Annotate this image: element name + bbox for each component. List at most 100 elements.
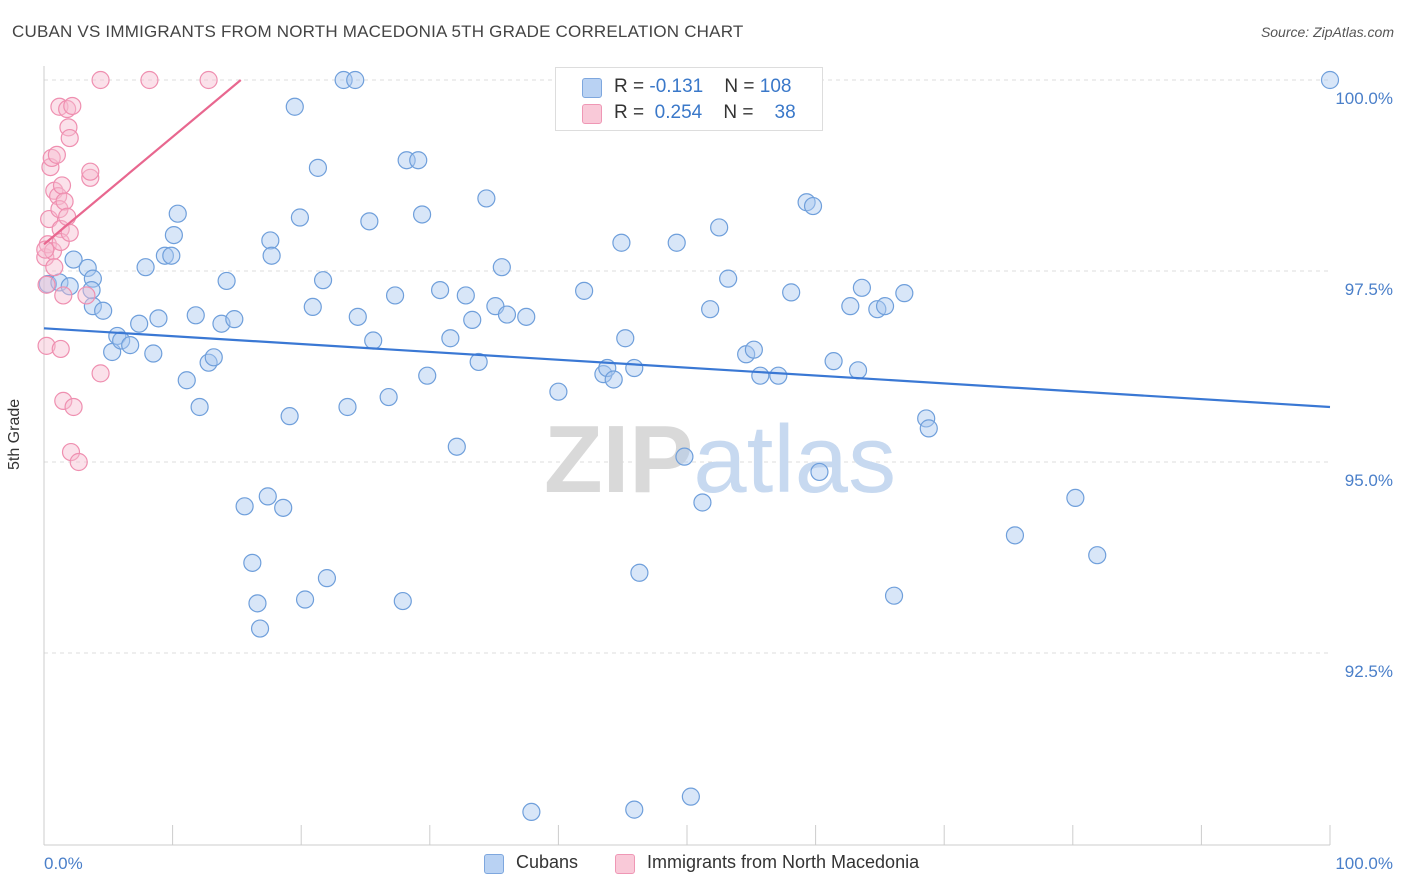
cubans-point xyxy=(630,563,649,582)
cubans-point xyxy=(60,277,79,296)
cubans-point xyxy=(243,553,262,572)
cubans-point xyxy=(162,246,181,265)
cubans-point xyxy=(285,97,304,116)
north-macedonia-point xyxy=(81,162,100,181)
north-macedonia-point xyxy=(45,258,64,277)
cubans-point xyxy=(235,497,254,516)
cubans-point xyxy=(841,297,860,316)
cubans-point xyxy=(430,281,450,300)
cubans-point xyxy=(364,331,383,350)
cubans-point xyxy=(675,447,694,466)
north-macedonia-point xyxy=(43,242,63,261)
north-macedonia-swatch xyxy=(582,104,602,124)
cubans-point xyxy=(217,271,236,291)
cubans-legend-swatch xyxy=(484,854,504,874)
cubans-point xyxy=(64,250,83,269)
trend-lines xyxy=(43,79,1331,409)
north-macedonia-point xyxy=(77,286,96,305)
cubans-point xyxy=(379,387,398,407)
x-tick-label: 0.0% xyxy=(44,854,83,873)
cubans-point xyxy=(261,231,280,250)
north-macedonia-point xyxy=(36,240,55,259)
cubans-point xyxy=(136,258,155,277)
cubans-point xyxy=(744,340,763,359)
cubans-point xyxy=(1066,488,1085,508)
cubans-point xyxy=(393,591,412,611)
cubans-point xyxy=(313,271,333,290)
north-macedonia-point xyxy=(69,452,88,472)
north-macedonia-point xyxy=(47,145,66,164)
tick-labels: 92.5% 95.0% 97.5% 100.0% 0.0% 100.0% xyxy=(44,89,1393,873)
north-macedonia-point xyxy=(60,223,79,242)
cubans-point xyxy=(186,306,205,325)
cubans-point xyxy=(338,397,357,417)
cubans-point xyxy=(469,352,488,372)
cubans-point xyxy=(852,278,871,297)
cubans-point xyxy=(418,366,437,385)
y-tick-label: 100.0% xyxy=(1335,89,1393,108)
cubans-point xyxy=(204,348,223,367)
north-macedonia-point xyxy=(51,339,70,359)
cubans-point xyxy=(875,297,895,316)
north-macedonia-point xyxy=(91,364,110,383)
cubans-point xyxy=(164,225,183,245)
cubans-point xyxy=(412,205,432,224)
north-macedonia-r-value: 0.254 xyxy=(654,102,703,123)
cubans-point xyxy=(1088,546,1107,565)
north-macedonia-point xyxy=(58,207,77,226)
cubans-point xyxy=(447,437,466,456)
north-macedonia-point xyxy=(54,286,73,305)
north-macedonia-point xyxy=(55,192,74,211)
north-macedonia-legend-label: Immigrants from North Macedonia xyxy=(647,852,920,872)
cubans-point xyxy=(456,286,475,305)
cubans-point xyxy=(549,382,568,401)
cubans-point xyxy=(82,281,101,300)
cubans-point xyxy=(199,353,218,372)
cubans-point xyxy=(409,151,428,170)
cubans-point xyxy=(348,307,367,326)
cubans-point xyxy=(155,246,174,265)
y-tick-label: 95.0% xyxy=(1345,471,1393,490)
north-macedonia-point xyxy=(37,336,56,355)
north-macedonia-legend-swatch xyxy=(615,854,635,874)
cubans-point xyxy=(308,158,328,177)
north-macedonia-point xyxy=(140,70,159,90)
cubans-trend-line xyxy=(43,327,1331,409)
cubans-point xyxy=(604,370,623,389)
cubans-point xyxy=(280,407,299,426)
cubans-legend-label: Cubans xyxy=(516,852,579,872)
cubans-point xyxy=(149,309,168,328)
cubans-point xyxy=(290,208,310,227)
cubans-point xyxy=(667,233,686,252)
cubans-point xyxy=(248,594,267,613)
north-macedonia-point xyxy=(63,96,82,116)
cubans-point xyxy=(625,800,644,819)
north-macedonia-point xyxy=(52,176,72,195)
cubans-point xyxy=(919,419,938,438)
cubans-point xyxy=(130,314,149,333)
north-macedonia-point xyxy=(54,391,73,410)
cubans-point xyxy=(522,802,541,822)
cubans-point xyxy=(441,329,460,348)
cubans-point xyxy=(225,310,244,329)
cubans-point xyxy=(477,189,496,208)
cubans-point xyxy=(719,269,738,288)
cubans-point xyxy=(710,218,729,237)
cubans-point xyxy=(1320,70,1340,90)
cubans-point xyxy=(616,329,635,348)
cubans-point xyxy=(575,281,594,300)
data-points xyxy=(36,70,1340,822)
north-macedonia-point xyxy=(91,70,110,90)
chart-title: CUBAN VS IMMIGRANTS FROM NORTH MACEDONIA… xyxy=(12,22,744,41)
cubans-point xyxy=(884,586,904,605)
cubans-point xyxy=(121,336,140,355)
cubans-point xyxy=(250,619,270,638)
axes xyxy=(43,66,1331,846)
y-tick-label: 92.5% xyxy=(1345,662,1393,681)
cubans-point xyxy=(258,487,277,506)
north-macedonia-n-value: 38 xyxy=(774,102,796,123)
cubans-point xyxy=(497,305,517,324)
cubans-point xyxy=(177,371,196,390)
cubans-point xyxy=(751,366,770,385)
cubans-point xyxy=(810,462,829,482)
